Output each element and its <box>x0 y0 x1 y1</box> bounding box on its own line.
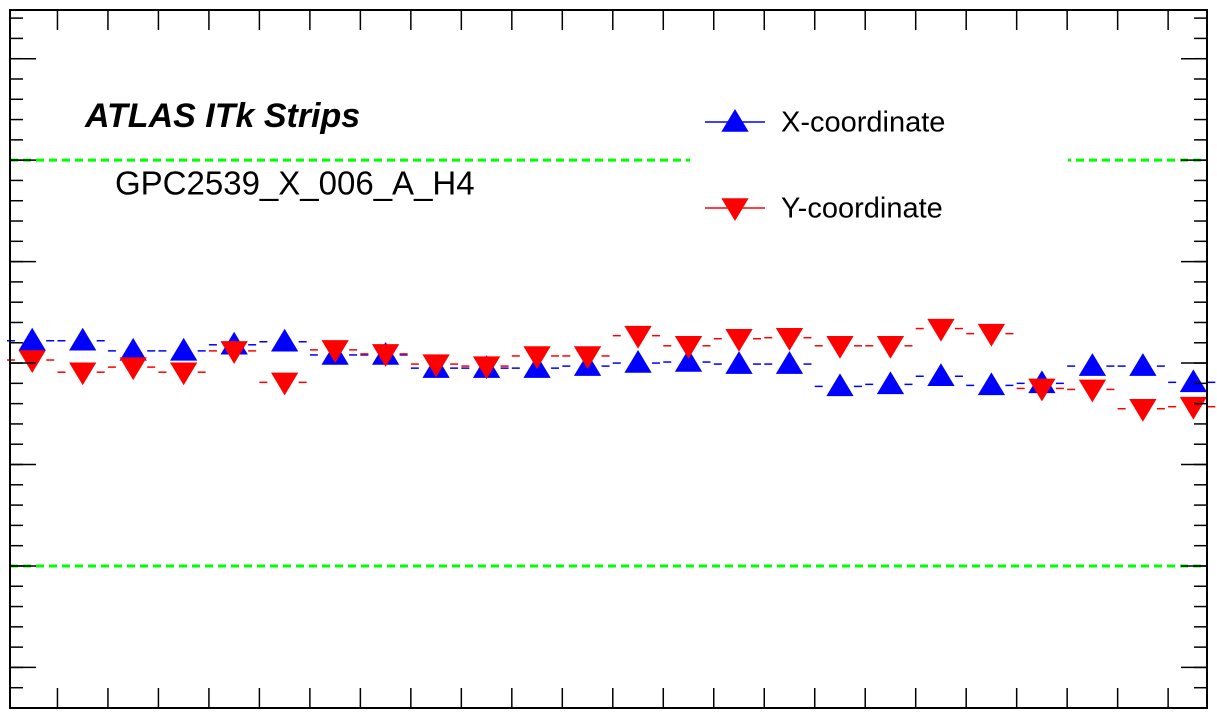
marker <box>1078 353 1107 376</box>
marker <box>220 341 248 364</box>
frame <box>9 9 1208 709</box>
marker <box>725 351 753 374</box>
marker <box>1078 379 1107 403</box>
marker <box>371 344 400 367</box>
marker <box>119 337 147 361</box>
marker <box>674 336 703 359</box>
marker <box>674 349 703 372</box>
legend-box <box>690 90 1068 240</box>
marker <box>1028 378 1056 402</box>
marker <box>927 318 955 342</box>
marker <box>573 346 602 369</box>
plot-content <box>6 318 1217 422</box>
marker <box>170 362 198 386</box>
marker <box>1179 369 1208 393</box>
legend-label: X-coordinate <box>781 107 945 139</box>
legend-marker <box>721 198 749 221</box>
marker <box>876 371 905 395</box>
marker <box>18 327 46 351</box>
marker <box>876 336 905 359</box>
marker <box>1129 353 1157 376</box>
marker <box>270 372 299 396</box>
marker <box>321 340 349 363</box>
marker <box>826 336 854 359</box>
marker <box>977 323 1006 347</box>
marker <box>523 346 551 369</box>
marker <box>624 350 652 373</box>
axes <box>10 10 1207 708</box>
marker <box>472 356 501 380</box>
marker <box>624 325 652 349</box>
marker <box>119 357 147 381</box>
legend: X-coordinate Y-coordinate <box>705 107 945 225</box>
marker <box>270 328 299 352</box>
marker <box>775 327 804 351</box>
marker <box>18 350 46 374</box>
chart-title: ATLAS ITk Strips <box>84 97 360 135</box>
marker <box>69 362 97 386</box>
reference-lines <box>10 158 1207 568</box>
marker <box>927 363 955 386</box>
marker <box>170 337 198 361</box>
marker <box>725 328 753 352</box>
marker <box>775 351 804 374</box>
marker <box>422 354 450 378</box>
marker <box>977 372 1006 396</box>
legend-marker <box>721 109 749 132</box>
legend-label: Y-coordinate <box>781 193 943 225</box>
chart-subtitle: GPC2539_X_006_A_H4 <box>115 165 475 202</box>
marker <box>1179 396 1208 420</box>
marker <box>1129 398 1157 422</box>
marker <box>69 327 97 351</box>
marker <box>826 373 854 397</box>
